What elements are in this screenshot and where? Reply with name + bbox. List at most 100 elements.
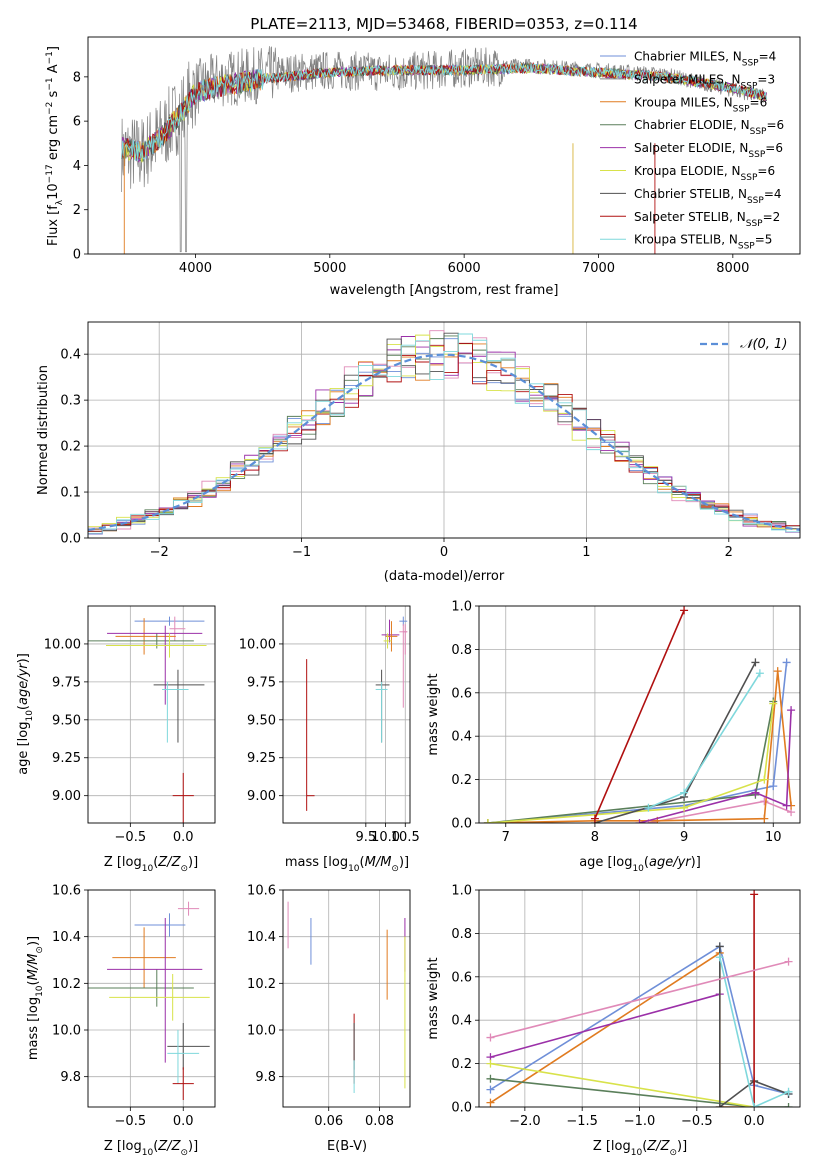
weight-point-marker <box>590 814 599 823</box>
legend-entry: Kroupa STELIB, NSSP=5 <box>634 233 772 252</box>
y-tick-label: 9.25 <box>52 751 81 766</box>
histogram-plot <box>88 330 800 538</box>
weight-point-marker <box>760 775 769 784</box>
weight-point-marker <box>755 669 764 678</box>
x-axis-label: (data-model)/error <box>384 569 505 584</box>
y-tick-label: 0.8 <box>451 927 472 942</box>
weight-point-marker <box>486 1059 495 1068</box>
x-tick-label: −2 <box>150 545 169 560</box>
weight-point-marker <box>787 706 796 715</box>
weight-point-marker <box>784 1103 793 1107</box>
x-axis-label: Z [log10(Z/Z⊙)] <box>104 1139 198 1158</box>
observed-spectrum-line <box>121 46 767 253</box>
axes-mass_weight_vs_Z: −2.0 −1.5 −1.0 −0.5 0.0 0.0 0.2 0.4 0.6 0.8 1.0 <box>451 884 800 1129</box>
y-tick-label: 0.8 <box>451 643 472 658</box>
axes-frame <box>282 605 411 824</box>
y-tick-label: 10.2 <box>52 977 81 992</box>
legend-entry: Salpeter STELIB, NSSP=2 <box>634 210 780 229</box>
weight-series-line <box>639 710 792 823</box>
x-tick-label: 9 <box>680 830 688 845</box>
y-tick-label: 0.4 <box>451 1014 472 1029</box>
weight-series-line <box>490 1062 755 1107</box>
y-tick-label: 0.0 <box>451 817 472 832</box>
x-tick-label: −1.0 <box>624 1114 656 1129</box>
y-tick-label: 0.6 <box>451 686 472 701</box>
y-tick-label: 9.8 <box>255 1070 276 1085</box>
y-tick-label: 9.50 <box>247 713 276 728</box>
x-tick-label: 8000 <box>716 261 749 276</box>
x-tick-label: 0 <box>440 545 448 560</box>
model-spectrum-line <box>121 62 767 162</box>
histogram-step <box>88 330 800 538</box>
weight-series-line <box>719 957 789 1107</box>
x-axis-label: Z [log10(Z/Z⊙)] <box>593 1139 687 1158</box>
y-axis-label: mass weight <box>426 957 441 1039</box>
weight-series-line <box>594 609 685 820</box>
x-tick-label: 10 <box>765 830 782 845</box>
errorbar-plot <box>306 616 408 811</box>
y-tick-label: 10.4 <box>52 930 81 945</box>
weight-point-marker <box>680 788 689 797</box>
y-tick-label: 9.25 <box>247 751 276 766</box>
y-tick-label: 10.0 <box>247 1024 276 1039</box>
axes-frame <box>478 605 801 824</box>
legend-entry: Chabrier STELIB, NSSP=4 <box>634 187 782 206</box>
x-tick-label: 7000 <box>582 261 615 276</box>
y-tick-label: 9.00 <box>52 789 81 804</box>
y-tick-label: 0.3 <box>60 394 81 409</box>
y-tick-label: 0 <box>73 248 81 263</box>
weight-point-marker <box>760 797 769 806</box>
figure-title: PLATE=2113, MJD=53468, FIBERID=0353, z=0… <box>250 15 637 33</box>
spectrum-plot <box>121 46 767 254</box>
y-tick-label: 0.6 <box>451 970 472 985</box>
histogram-step <box>88 333 800 538</box>
legend-entry: Salpeter ELODIE, NSSP=6 <box>634 141 783 160</box>
x-tick-label: −0.5 <box>115 1114 147 1129</box>
weight-point-marker <box>769 699 778 708</box>
y-tick-label: 0.2 <box>451 773 472 788</box>
y-tick-label: 10.0 <box>52 1024 81 1039</box>
legend-entry: Chabrier ELODIE, NSSP=6 <box>634 118 784 137</box>
x-tick-label: −1 <box>292 545 311 560</box>
weight-series-line <box>487 662 788 823</box>
x-tick-label: 0.0 <box>173 830 194 845</box>
weight-series-line <box>490 993 721 1058</box>
weight-point-marker <box>486 1033 495 1042</box>
legend-entry: Salpeter MILES, NSSP=3 <box>634 72 775 91</box>
x-tick-label: 0.0 <box>744 1114 765 1129</box>
x-tick-label: 10.5 <box>391 830 420 845</box>
weight-point-marker <box>784 1087 793 1096</box>
y-tick-label: 6 <box>73 115 81 130</box>
x-axis-label: mass [log10(M/M⊙)] <box>285 855 409 874</box>
y-tick-label: 10.2 <box>247 977 276 992</box>
x-tick-label: 0.08 <box>365 1114 394 1129</box>
y-tick-label: 0.1 <box>60 486 81 501</box>
x-axis-label: wavelength [Angstrom, rest frame] <box>330 283 559 298</box>
x-tick-label: 9.5 <box>355 830 376 845</box>
y-tick-label: 10.00 <box>44 637 81 652</box>
weight-point-marker <box>751 658 760 667</box>
y-axis-label: Normed distribution <box>36 365 51 495</box>
weight-series-line <box>490 1078 789 1107</box>
x-tick-label: −0.5 <box>115 830 147 845</box>
gaussian-curve <box>88 353 800 531</box>
axes-frame <box>282 889 411 1108</box>
axes-frame <box>87 36 801 255</box>
y-tick-label: 9.75 <box>52 675 81 690</box>
x-tick-label: 1 <box>582 545 590 560</box>
x-tick-label: 4000 <box>179 261 212 276</box>
y-axis-label: Flux [fλ10−17 erg cm−2 s−1 A−1] <box>45 46 65 246</box>
x-tick-label: 8 <box>591 830 599 845</box>
weight-series-line <box>487 703 775 823</box>
weight-plot <box>486 890 793 1107</box>
y-tick-label: 4 <box>73 159 81 174</box>
weight-series-line <box>490 960 789 1039</box>
axes-frame <box>87 321 801 539</box>
y-tick-label: 8 <box>73 70 81 85</box>
weight-point-marker <box>486 1074 495 1083</box>
weight-point-marker <box>751 788 760 797</box>
y-tick-label: 0.0 <box>451 1101 472 1116</box>
x-tick-label: 0.0 <box>173 1114 194 1129</box>
weight-point-marker <box>750 890 759 899</box>
